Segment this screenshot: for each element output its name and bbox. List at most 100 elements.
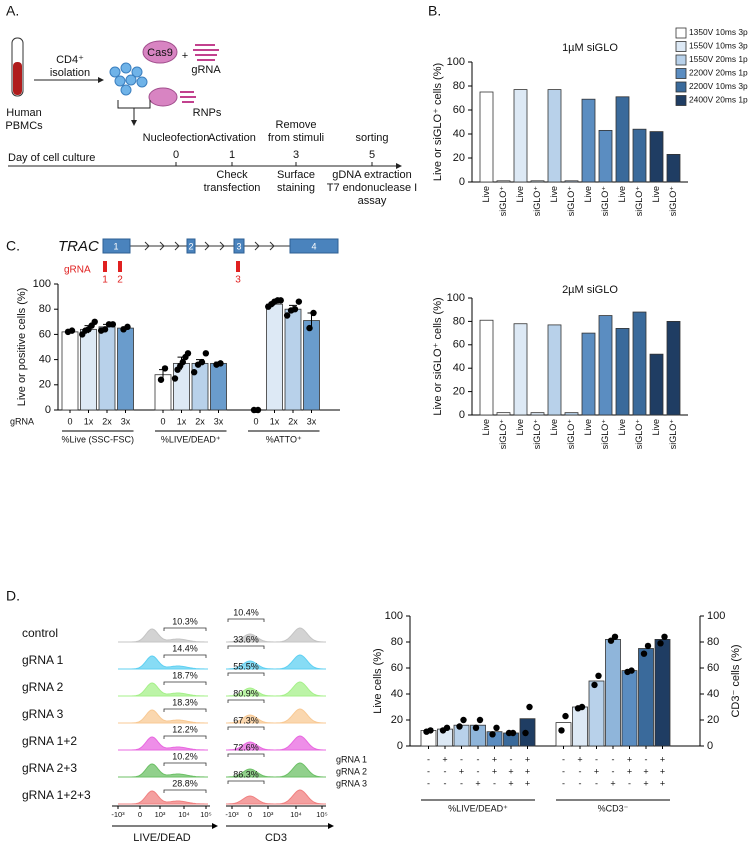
panel-label: B. xyxy=(428,3,441,19)
bar xyxy=(572,706,588,747)
grna-icon xyxy=(193,44,219,61)
histogram xyxy=(118,682,208,697)
cas9-label: Cas9 xyxy=(147,47,173,59)
grna-number: 3 xyxy=(235,275,241,286)
legend-label: 2400V 20ms 1p xyxy=(689,95,748,105)
tick-label: 0 xyxy=(707,740,713,752)
design-sign: + xyxy=(475,778,480,788)
bar xyxy=(117,327,134,411)
gate-percent: 55.5% xyxy=(233,661,259,671)
x-tick-label: 3x xyxy=(121,416,131,426)
step-label: from stimuli xyxy=(268,132,324,144)
gate xyxy=(227,645,265,649)
x-tick-label: -10³ xyxy=(225,810,239,819)
data-point xyxy=(277,297,284,304)
bar xyxy=(632,128,647,183)
tick-label: 20 xyxy=(453,152,465,164)
bar xyxy=(598,315,613,416)
bar xyxy=(649,353,664,416)
bar xyxy=(666,320,681,416)
legend-label: 1550V 20ms 1p xyxy=(689,54,748,64)
x-tick-label: 2x xyxy=(102,416,112,426)
step-label: Remove xyxy=(276,119,317,131)
design-sign: + xyxy=(577,754,582,764)
grna-site xyxy=(103,261,107,272)
design-sign: - xyxy=(579,778,582,788)
step-label: Check xyxy=(216,169,248,181)
design-sign: + xyxy=(525,754,530,764)
arrow-head xyxy=(212,823,218,829)
gate-percent: 80.9% xyxy=(233,688,259,698)
x-tick-label: Live xyxy=(515,419,525,436)
design-label: gRNA 1 xyxy=(336,754,367,764)
day-axis-label: Day of cell culture xyxy=(8,152,95,164)
gate xyxy=(163,708,207,712)
step-label: Activation xyxy=(208,132,256,144)
histogram xyxy=(118,628,208,643)
gate xyxy=(227,753,265,757)
tick-label: 40 xyxy=(707,688,719,700)
design-sign: + xyxy=(643,766,648,776)
data-point xyxy=(526,703,533,711)
design-sign: + xyxy=(459,766,464,776)
step-label: transfection xyxy=(204,182,261,194)
design-sign: + xyxy=(610,778,615,788)
x-tick-label: Live xyxy=(617,419,627,436)
y-axis-label: Live or positive cells (%) xyxy=(16,288,28,407)
axis-label: LIVE/DEAD xyxy=(133,832,191,844)
x-tick-label: 2x xyxy=(288,416,298,426)
x-tick-label: 10⁴ xyxy=(290,810,302,819)
gate xyxy=(163,735,207,739)
source-label: Human xyxy=(6,107,41,119)
histogram xyxy=(226,789,326,805)
design-sign: - xyxy=(628,778,631,788)
exon-label: 2 xyxy=(188,241,193,251)
cells xyxy=(109,62,148,96)
design-sign: - xyxy=(444,766,447,776)
tick-label: 40 xyxy=(453,128,465,140)
design-sign: + xyxy=(660,754,665,764)
bar xyxy=(605,639,621,747)
design-sign: - xyxy=(427,778,430,788)
x-tick-label: siGLO⁺ xyxy=(498,419,508,450)
tick-label: 100 xyxy=(385,610,403,622)
histogram xyxy=(226,735,326,751)
design-sign: + xyxy=(643,778,648,788)
legend-swatch xyxy=(675,95,687,106)
x-tick-label: Live xyxy=(549,186,559,203)
bar xyxy=(598,129,613,183)
design-sign: - xyxy=(562,766,565,776)
bar xyxy=(632,311,647,416)
histogram xyxy=(118,763,208,778)
bar xyxy=(479,319,494,416)
design-sign: - xyxy=(477,754,480,764)
design-sign: + xyxy=(525,766,530,776)
gate xyxy=(163,627,207,631)
data-point xyxy=(101,326,109,333)
data-point xyxy=(522,729,529,737)
tick-label: 100 xyxy=(447,292,465,304)
design-sign: + xyxy=(525,778,530,788)
gate-percent: 12.2% xyxy=(172,724,198,734)
data-point xyxy=(68,327,76,334)
x-tick-label: 0 xyxy=(160,416,165,426)
data-point xyxy=(657,640,664,647)
data-point xyxy=(472,724,480,731)
tick-label: 40 xyxy=(391,688,403,700)
x-tick-label: Live xyxy=(549,419,559,436)
panel-label: C. xyxy=(6,238,20,254)
histogram xyxy=(118,655,208,670)
data-point xyxy=(202,350,210,357)
x-tick-label: Live xyxy=(583,186,593,203)
bar xyxy=(564,180,579,183)
arrow-head xyxy=(396,163,402,169)
tick-label: 40 xyxy=(39,354,51,366)
bracket xyxy=(117,100,151,122)
exon-label: 4 xyxy=(311,241,316,251)
exon xyxy=(233,238,245,254)
step-label: gDNA extraction xyxy=(332,169,411,181)
tick-label: 60 xyxy=(453,339,465,351)
arrow-head xyxy=(98,77,104,83)
group-label: %CD3⁻ xyxy=(598,803,629,813)
